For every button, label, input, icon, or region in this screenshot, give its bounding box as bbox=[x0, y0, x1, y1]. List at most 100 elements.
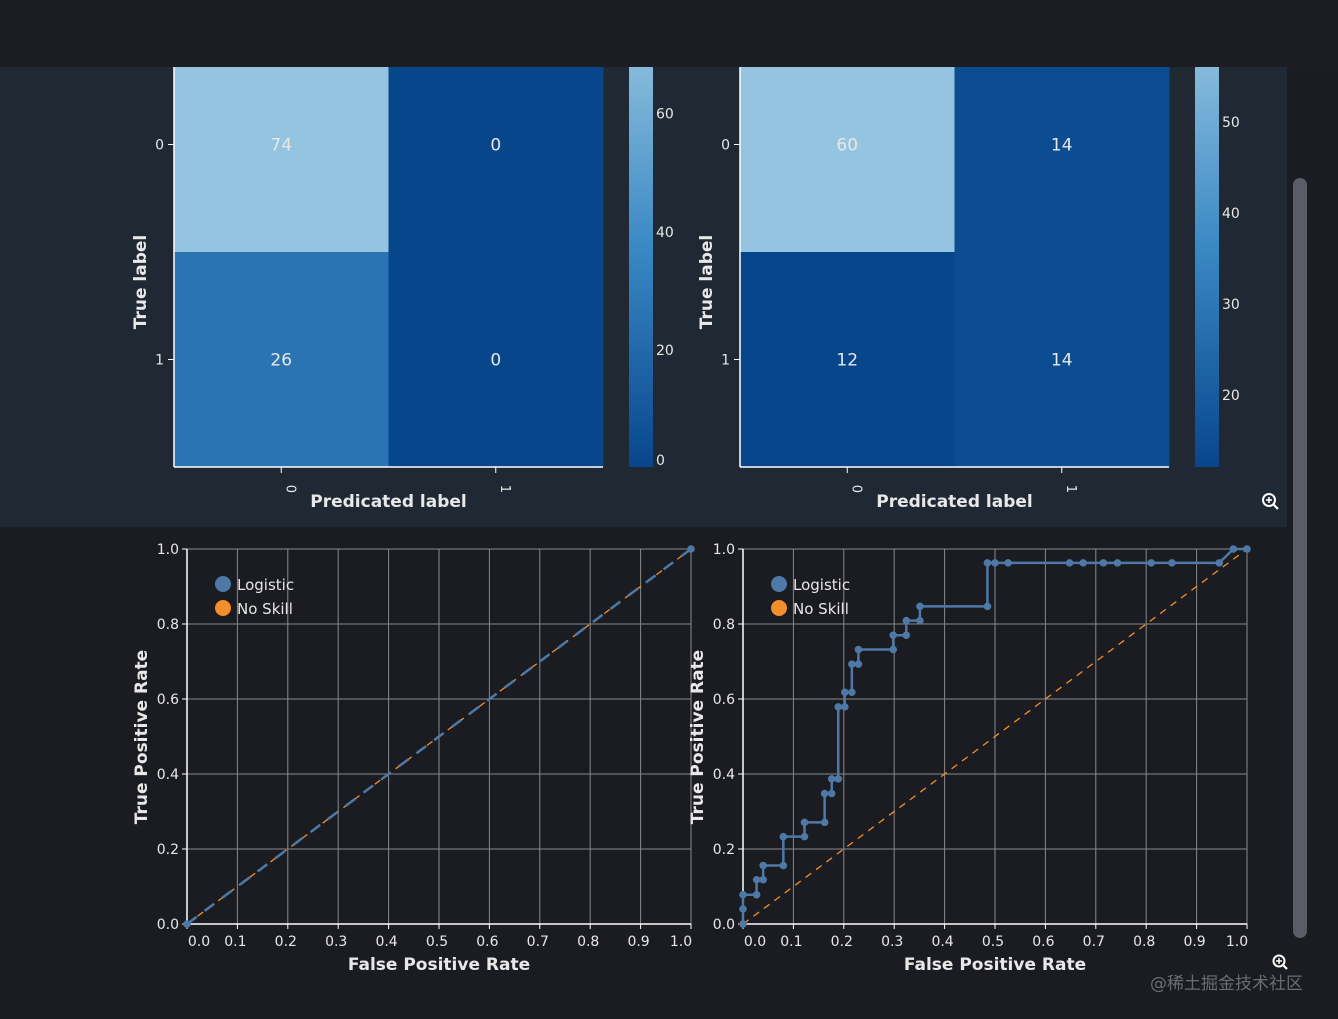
data-point-logistic bbox=[687, 545, 695, 553]
x-tick-label: 0.6 bbox=[1032, 934, 1054, 950]
data-point-logistic bbox=[983, 559, 992, 567]
data-point-logistic bbox=[889, 645, 897, 654]
matrix-cell bbox=[388, 252, 604, 468]
data-point-logistic bbox=[841, 688, 849, 697]
data-point-logistic bbox=[834, 775, 843, 783]
x-tick-label: 0.6 bbox=[476, 934, 498, 950]
data-point-logistic bbox=[1004, 559, 1012, 567]
zoom-in-icon[interactable] bbox=[1262, 493, 1279, 510]
matrix-cell bbox=[174, 252, 389, 468]
x-axis-label: Predicated label bbox=[876, 492, 1033, 512]
x-tick-label: 0.8 bbox=[1133, 934, 1155, 950]
legend-marker bbox=[215, 576, 231, 592]
confusion-matrix-2: 60 14 12 14 0 1 0 1 Predicated label True label 20… bbox=[697, 67, 1240, 512]
colorbar-tick-label: 0 bbox=[656, 453, 665, 469]
y-tick-label: 0.2 bbox=[157, 842, 179, 858]
series-line-logistic bbox=[186, 547, 692, 926]
cell-value: 74 bbox=[270, 136, 292, 156]
y-axis-label: True Positive Rate bbox=[688, 650, 708, 824]
data-point-logistic bbox=[1215, 559, 1224, 567]
x-tick-label: 1.0 bbox=[1226, 934, 1248, 950]
x-tick-label: 0.9 bbox=[627, 934, 649, 950]
data-point-logistic bbox=[1168, 559, 1176, 567]
data-point-logistic bbox=[916, 602, 924, 611]
matrix-cell bbox=[954, 252, 1170, 468]
colorbar-tick-label: 20 bbox=[1222, 388, 1240, 404]
x-tick-label: 0.3 bbox=[881, 934, 903, 950]
colorbar-tick-label: 20 bbox=[656, 343, 674, 359]
y-axis-label: True label bbox=[697, 235, 717, 330]
top-bar bbox=[0, 0, 1338, 67]
x-tick-label: 0.1 bbox=[224, 934, 246, 950]
colorbar-tick-label: 30 bbox=[1222, 297, 1240, 313]
data-point-logistic bbox=[739, 890, 747, 899]
cell-value: 60 bbox=[836, 136, 858, 156]
data-point-logistic bbox=[889, 631, 897, 640]
y-tick-label: 0.4 bbox=[157, 767, 179, 783]
x-tick-label: 0.5 bbox=[426, 934, 448, 950]
legend-label: No Skill bbox=[793, 600, 849, 618]
colorbar-tick-label: 60 bbox=[656, 107, 674, 123]
x-tick-label: 0.4 bbox=[931, 934, 953, 950]
legend: Logistic No Skill bbox=[215, 576, 294, 618]
data-point-logistic bbox=[1065, 559, 1074, 567]
cell-value: 14 bbox=[1051, 351, 1073, 371]
data-point-logistic bbox=[779, 861, 788, 870]
data-point-logistic bbox=[183, 920, 191, 928]
data-point-logistic bbox=[739, 905, 747, 913]
data-point-logistic bbox=[854, 660, 863, 668]
colorbar-tick-label: 40 bbox=[656, 225, 674, 241]
data-point-logistic bbox=[991, 559, 999, 567]
y-tick-label: 0.0 bbox=[157, 917, 179, 933]
x-tick-label: 0 bbox=[282, 485, 297, 493]
data-point-logistic bbox=[854, 645, 863, 654]
data-point-logistic bbox=[752, 890, 761, 899]
data-point-logistic bbox=[1099, 559, 1108, 567]
x-tick-label: 0.2 bbox=[831, 934, 853, 950]
watermark: @稀土掘金技术社区 bbox=[1150, 974, 1303, 994]
colorbar bbox=[1195, 67, 1219, 467]
x-tick-label: 1.0 bbox=[670, 934, 692, 950]
legend-label: No Skill bbox=[237, 600, 293, 618]
matrix-cell bbox=[740, 252, 955, 468]
zoom-in-icon[interactable] bbox=[1272, 954, 1288, 970]
data-point-logistic bbox=[983, 602, 992, 611]
y-tick-label: 0.8 bbox=[157, 617, 179, 633]
data-point-logistic bbox=[1147, 559, 1156, 567]
x-tick-label: 0.5 bbox=[982, 934, 1004, 950]
colorbar bbox=[629, 67, 653, 467]
data-point-logistic bbox=[1243, 545, 1251, 553]
y-tick-label: 0 bbox=[721, 138, 730, 154]
data-point-logistic bbox=[902, 631, 911, 640]
x-tick-label: 0.8 bbox=[577, 934, 599, 950]
x-tick-label: 0.0 bbox=[188, 934, 210, 950]
data-point-logistic bbox=[827, 775, 836, 783]
x-tick-label: 0.0 bbox=[744, 934, 766, 950]
data-point-logistic bbox=[779, 832, 788, 841]
data-point-logistic bbox=[848, 660, 856, 668]
cell-value: 0 bbox=[490, 351, 501, 371]
vertical-scrollbar[interactable] bbox=[1293, 178, 1307, 938]
y-axis-label: True label bbox=[131, 235, 151, 330]
x-tick-label: 1 bbox=[1063, 485, 1078, 493]
legend-marker bbox=[771, 576, 787, 592]
x-tick-label: 0 bbox=[848, 485, 863, 493]
data-point-logistic bbox=[820, 789, 829, 798]
cell-value: 14 bbox=[1051, 136, 1073, 156]
y-tick-label: 0.2 bbox=[713, 842, 735, 858]
data-point-logistic bbox=[1229, 545, 1238, 553]
matrix-cell bbox=[174, 67, 389, 253]
x-tick-label: 0.4 bbox=[375, 934, 397, 950]
data-point-logistic bbox=[902, 616, 911, 625]
y-tick-label: 0 bbox=[155, 138, 164, 154]
legend-marker bbox=[215, 600, 231, 616]
x-tick-label: 1 bbox=[497, 485, 512, 493]
legend-label: Logistic bbox=[793, 576, 850, 594]
matrix-cell bbox=[954, 67, 1170, 253]
data-point-logistic bbox=[834, 703, 843, 711]
data-point-logistic bbox=[800, 818, 809, 827]
legend: Logistic No Skill bbox=[771, 576, 850, 618]
data-point-logistic bbox=[820, 818, 829, 827]
y-tick-label: 0.0 bbox=[713, 917, 735, 933]
